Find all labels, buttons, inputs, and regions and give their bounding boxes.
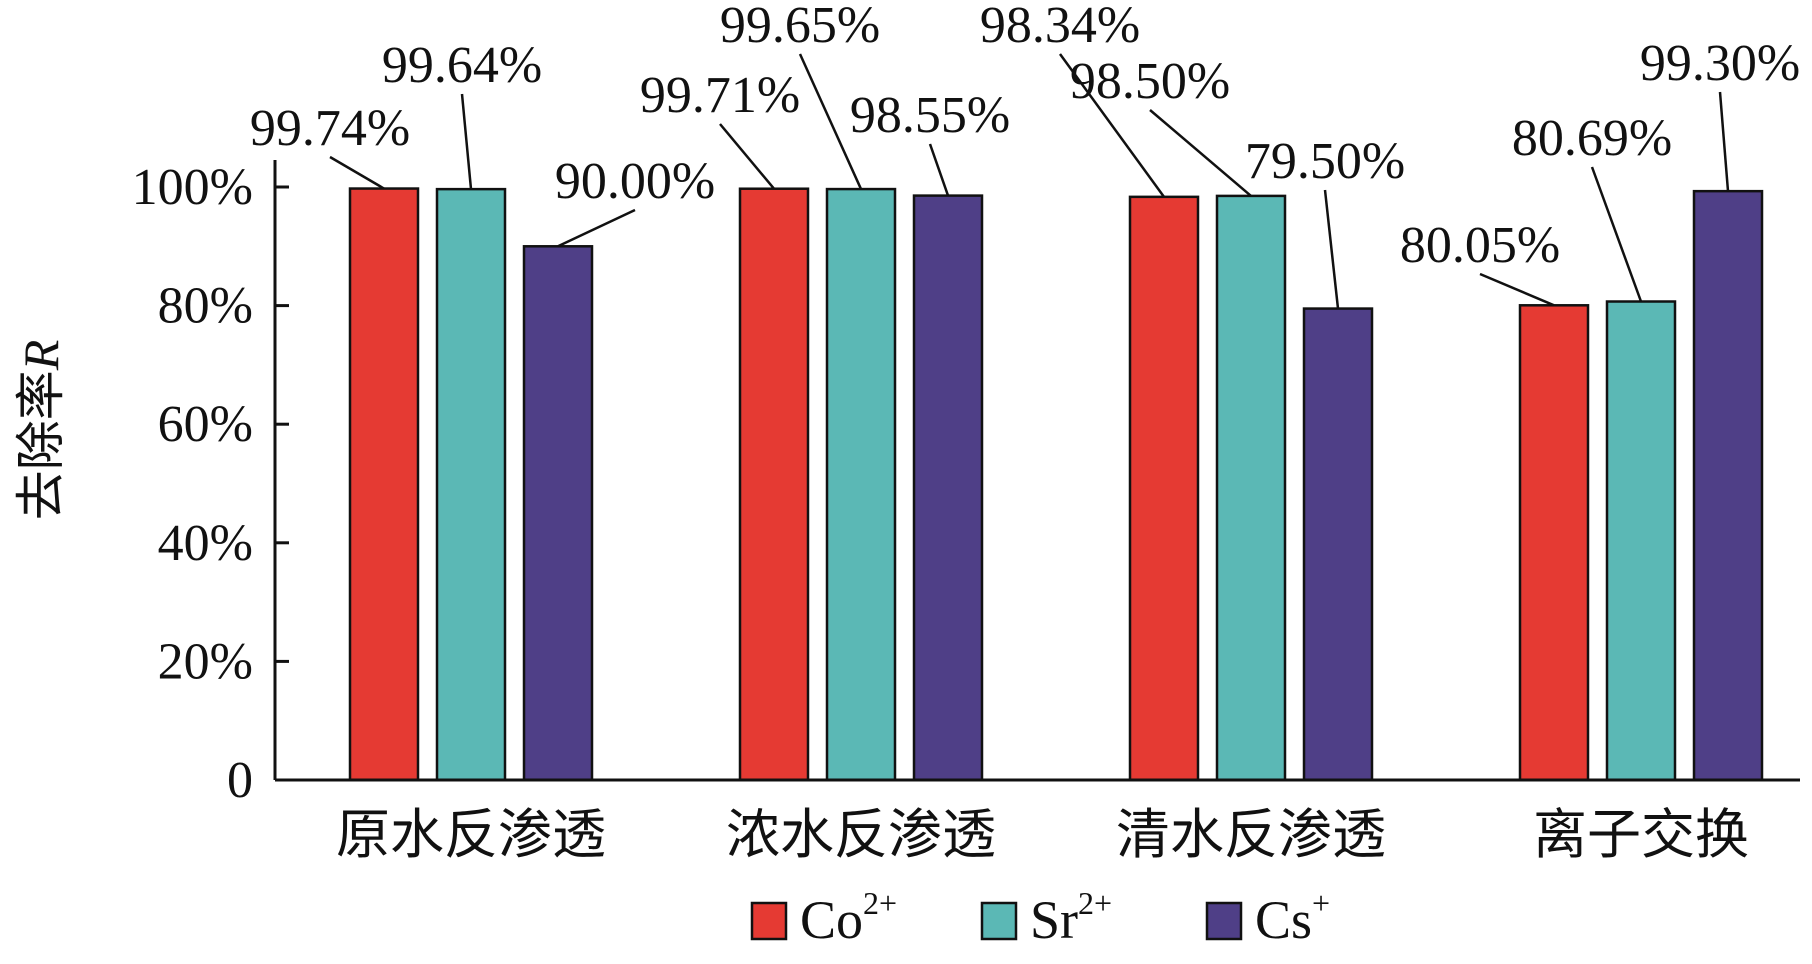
data-label: 99.65% bbox=[720, 0, 880, 54]
legend-item: Sr2+ bbox=[980, 885, 1112, 950]
x-category-label: 浓水反渗透 bbox=[726, 805, 996, 865]
data-label-leader bbox=[1590, 166, 1643, 302]
data-label: 98.34% bbox=[980, 0, 1140, 54]
legend: Co2+ Sr2+ Cs+ bbox=[750, 885, 1330, 950]
data-label-leader bbox=[1149, 109, 1252, 197]
bar-Csp-2 bbox=[1302, 307, 1374, 782]
y-tick-label: 80% bbox=[158, 278, 253, 335]
data-label-leader bbox=[1479, 272, 1555, 307]
legend-item: Cs+ bbox=[1205, 885, 1330, 950]
y-tick-label: 60% bbox=[158, 396, 253, 453]
legend-label-sup: + bbox=[1312, 885, 1330, 921]
legend-label-sup: 2+ bbox=[863, 885, 897, 921]
legend-item: Co2+ bbox=[750, 885, 897, 950]
y-tick-label: 0 bbox=[227, 752, 253, 809]
x-category-label: 离子交换 bbox=[1533, 805, 1749, 865]
y-tick-label: 40% bbox=[158, 515, 253, 572]
bar-Sr2p-0 bbox=[435, 187, 507, 782]
legend-label: Co2+ bbox=[800, 885, 897, 950]
legend-swatch bbox=[750, 901, 788, 941]
y-axis-label-text: 去除率 bbox=[13, 370, 69, 520]
legend-swatch bbox=[980, 901, 1018, 941]
bar-Sr2p-3 bbox=[1605, 300, 1677, 782]
bar-Co2p-2 bbox=[1128, 195, 1200, 782]
x-category-label: 原水反渗透 bbox=[336, 805, 606, 865]
data-label-leader bbox=[460, 93, 473, 190]
bar-Co2p-0 bbox=[348, 187, 420, 782]
bar-Csp-3 bbox=[1692, 189, 1764, 782]
data-label: 99.71% bbox=[640, 67, 800, 124]
data-label: 98.55% bbox=[850, 87, 1010, 144]
x-category-label: 清水反渗透 bbox=[1116, 805, 1386, 865]
data-label: 99.64% bbox=[382, 37, 542, 94]
y-ticks-layer: 0 20% 40% 60% 80% 100% bbox=[132, 159, 289, 809]
data-label: 80.05% bbox=[1400, 217, 1560, 274]
legend-label-base: Sr bbox=[1030, 890, 1078, 950]
legend-label-sup: 2+ bbox=[1078, 885, 1112, 921]
leader-lines-layer bbox=[329, 53, 1730, 309]
data-label: 79.50% bbox=[1245, 133, 1405, 190]
bar-Sr2p-2 bbox=[1215, 194, 1287, 782]
data-label-leader bbox=[928, 143, 950, 197]
data-label-leader bbox=[329, 155, 385, 190]
legend-label: Sr2+ bbox=[1030, 885, 1112, 950]
axes-layer bbox=[273, 160, 1800, 782]
data-labels-layer: 99.74% 99.64% 90.00% 99.71% 99.65% 98.55% 98.3… bbox=[250, 0, 1800, 274]
legend-label: Cs+ bbox=[1255, 885, 1330, 950]
legend-label-base: Cs bbox=[1255, 890, 1312, 950]
legend-swatch bbox=[1205, 901, 1243, 941]
bars-layer bbox=[348, 187, 1764, 782]
data-label-leader bbox=[1058, 53, 1166, 198]
y-axis-label-var: R bbox=[13, 340, 69, 372]
data-label-leader bbox=[1718, 91, 1730, 192]
data-label: 99.30% bbox=[1640, 35, 1800, 92]
bar-Csp-0 bbox=[522, 245, 594, 782]
y-tick-label: 20% bbox=[158, 633, 253, 690]
x-labels-layer: 原水反渗透 浓水反渗透 清水反渗透 离子交换 bbox=[336, 805, 1749, 865]
bar-Sr2p-1 bbox=[825, 187, 897, 782]
bar-Csp-1 bbox=[912, 194, 984, 782]
data-label: 90.00% bbox=[555, 153, 715, 210]
y-tick-label: 100% bbox=[132, 159, 253, 216]
data-label-leader bbox=[719, 123, 775, 190]
data-label-leader bbox=[1323, 189, 1340, 309]
y-axis-label: 去除率R bbox=[13, 340, 69, 521]
data-label: 99.74% bbox=[250, 100, 410, 157]
legend-label-base: Co bbox=[800, 890, 863, 950]
data-label: 98.50% bbox=[1070, 53, 1230, 110]
data-label-leader bbox=[557, 208, 636, 248]
bar-Co2p-1 bbox=[738, 187, 810, 782]
data-label: 80.69% bbox=[1512, 110, 1672, 167]
data-label-leader bbox=[798, 53, 863, 190]
bar-Co2p-3 bbox=[1518, 304, 1590, 782]
